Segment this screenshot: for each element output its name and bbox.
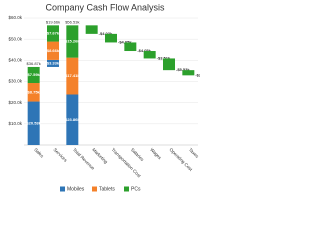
legend-swatch [60,186,65,192]
data-label: -$3.51k [157,56,171,61]
bar-segment [27,83,40,102]
chart: Company Cash Flow Analysis $10.0k $20.0k $… [8,2,200,192]
bar-segment [85,25,98,34]
total-label: $19.66k [46,19,60,24]
bar-segment [27,66,40,84]
x-tick-label: Wages [149,147,163,161]
legend-label: PCs [131,186,141,192]
data-label: $15.26k [65,39,80,44]
y-tick-label: $60.0k [8,15,22,20]
bar-segment [47,59,59,67]
total-label: $56.53k [65,19,79,24]
x-tick-label: Marketing [91,147,109,165]
data-label: $20.53k [26,120,41,125]
y-tick-label: $40.0k [8,58,22,63]
bar-segment [105,33,117,43]
data-label: $8.75k [28,89,41,94]
data-label: -$4.03k [99,31,113,36]
data-label: $8.66k [47,48,60,53]
bar-segment [163,58,175,71]
legend-label: Tablets [99,186,115,192]
bar-segment [143,51,156,59]
x-tick-label: Taxes [188,147,200,159]
y-tick-label: $10.0k [8,121,22,126]
data-label: -$4.05k [137,48,151,53]
data-label: $23.86k [65,117,80,122]
y-tick-label: $50.0k [8,36,22,41]
total-label: $36.87k [27,61,41,66]
x-tick-label: Sales [33,147,45,159]
bar-segment [27,101,40,145]
bar-segment [66,94,79,145]
data-label: $7.67k [47,31,60,36]
data-label: $17.41k [65,73,80,78]
y-tick-label: $20.0k [8,100,22,105]
bar-segment [66,25,79,58]
legend-swatch [124,186,129,192]
x-tick-label: Services [52,147,68,163]
data-label: -$2.45k [195,72,200,77]
bar-segment [47,41,59,60]
bar-segment [124,42,137,52]
bar-segment [66,57,79,95]
data-label: $3.33k [47,60,60,65]
x-tick-label: Salaries [130,147,146,163]
y-tick-label: $30.0k [8,79,22,84]
chart-title: Company Cash Flow Analysis [45,2,165,12]
bar-segment [182,70,195,76]
data-label: -$4.05k [118,40,132,45]
data-label: -$5.53k [176,67,190,72]
legend-label: Mobiles [67,186,85,192]
bar-segment [47,25,59,42]
data-label: $7.59k [28,72,41,77]
legend-swatch [92,186,97,192]
